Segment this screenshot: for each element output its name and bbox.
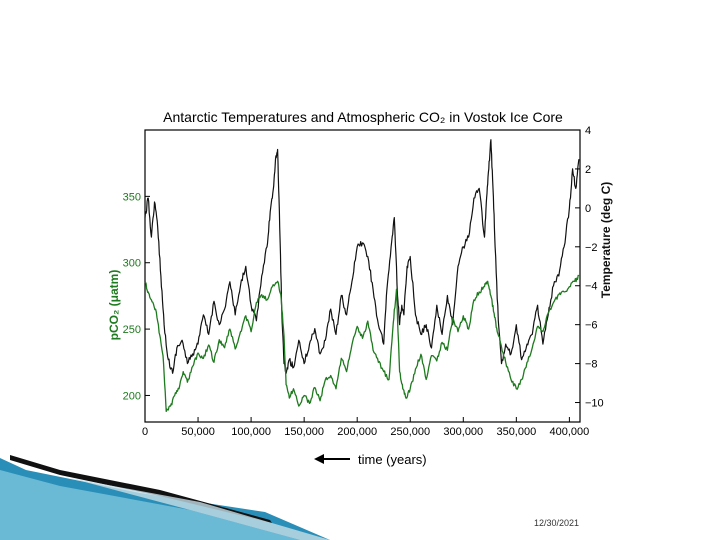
right-tick-label: 4 [585,125,591,137]
x-axis: 0 50,000 100,000 150,000 200,000 250,000 300,0… [142,417,589,438]
left-y-axis: 200 250 300 350 [123,191,150,402]
right-tick-label: 2 [585,164,591,176]
right-y-axis: 4 2 0 −2 −4 −6 −8 −10 [575,125,604,410]
right-tick-label: 0 [585,203,591,215]
series-line-co2 [144,274,580,413]
x-tick-label: 400,000 [550,426,590,438]
x-tick-label: 200,000 [337,426,377,438]
left-tick-label: 350 [123,191,141,203]
left-tick-label: 300 [123,258,141,270]
x-axis-label: time (years) [358,452,427,467]
chart-title: Antarctic Temperatures and Atmospheric C… [163,109,563,125]
right-axis-label: Temperature (deg C) [599,182,613,298]
left-tick-label: 200 [123,390,141,402]
right-tick-label: −6 [585,320,598,332]
left-axis-label: pCO₂ (μatm) [107,270,121,341]
right-tick-label: −2 [585,242,598,254]
right-tick-label: −8 [585,359,598,371]
time-arrow-head [314,454,324,464]
x-tick-label: 150,000 [284,426,324,438]
x-tick-label: 50,000 [181,426,215,438]
right-tick-label: −10 [585,398,604,410]
x-tick-label: 100,000 [231,426,271,438]
x-tick-label: 350,000 [496,426,536,438]
swoosh-grey [70,478,330,540]
slide-date: 12/30/2021 [534,518,580,528]
x-axis-label-group: time (years) [314,452,427,467]
x-tick-label: 300,000 [443,426,483,438]
series-group [144,139,580,413]
right-tick-label: −4 [585,281,598,293]
slide-decoration [0,455,330,540]
plot-frame [144,129,581,423]
x-tick-label: 250,000 [390,426,430,438]
x-tick-label: 0 [142,426,148,438]
left-tick-label: 250 [123,324,141,336]
swoosh-blue-light [0,470,300,540]
